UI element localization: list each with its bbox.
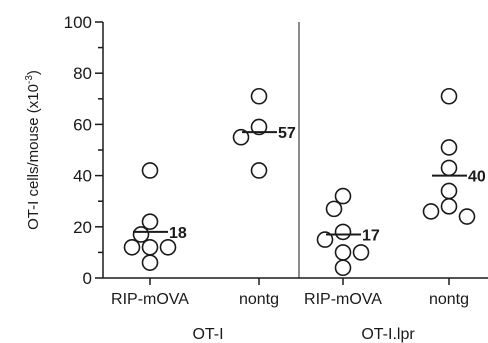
groups: OT-I RIP-mOVA 18 nontg 57 OT-I.lpr RIP-mOVA 17 n… xyxy=(111,87,486,343)
y-tick-label: 60 xyxy=(73,115,92,134)
data-point xyxy=(440,159,458,177)
x-tick-label: RIP-mOVA xyxy=(304,291,382,308)
data-point xyxy=(422,203,440,220)
data-point xyxy=(316,231,334,248)
x-tick-label: RIP-mOVA xyxy=(111,291,189,308)
data-point xyxy=(132,226,150,243)
mean-label: 40 xyxy=(468,169,486,186)
data-point xyxy=(352,244,370,261)
data-point xyxy=(141,162,159,179)
data-point xyxy=(440,139,458,156)
x-tick-label: nontg xyxy=(239,291,279,308)
data-point xyxy=(250,87,268,105)
data-point xyxy=(325,200,343,218)
y-tick-label: 0 xyxy=(83,269,92,288)
axes xyxy=(102,22,488,279)
data-point xyxy=(440,87,458,105)
group-1: OT-I RIP-mOVA 18 nontg 57 xyxy=(111,87,296,343)
data-point xyxy=(159,238,177,256)
data-point xyxy=(440,198,458,215)
y-tick-label: 20 xyxy=(73,218,92,237)
x-tick-label: nontg xyxy=(429,291,469,308)
group-label: OT-I.lpr xyxy=(361,326,415,343)
group-2: OT-I.lpr RIP-mOVA 17 nontg 40 xyxy=(304,87,486,343)
data-point xyxy=(123,238,141,256)
data-point xyxy=(334,244,352,261)
data-point xyxy=(232,128,250,146)
data-point xyxy=(250,162,268,179)
data-point xyxy=(334,223,352,241)
data-point xyxy=(141,254,159,271)
category-2-2: nontg 40 xyxy=(422,87,486,308)
group-label: OT-I xyxy=(192,326,223,343)
y-axis-label: OT-I cells/mouse (x10-3) xyxy=(24,70,42,230)
data-point xyxy=(141,213,159,230)
mean-label: 57 xyxy=(278,125,296,142)
mean-label: 17 xyxy=(362,227,380,244)
mean-label: 18 xyxy=(169,225,187,242)
data-point xyxy=(458,208,476,225)
category-2-1: RIP-mOVA 17 xyxy=(304,187,382,308)
data-point xyxy=(334,187,352,205)
category-1-2: nontg 57 xyxy=(232,87,296,308)
data-point xyxy=(440,182,458,200)
y-tick-label: 80 xyxy=(73,64,92,83)
data-point xyxy=(250,118,268,136)
y-tick-label: 100 xyxy=(64,13,92,32)
y-ticks: 0 20 40 60 80 100 xyxy=(64,13,103,288)
y-tick-label: 40 xyxy=(73,167,92,186)
data-point xyxy=(141,238,159,256)
category-1-1: RIP-mOVA 18 xyxy=(111,162,189,308)
data-point xyxy=(334,259,352,277)
